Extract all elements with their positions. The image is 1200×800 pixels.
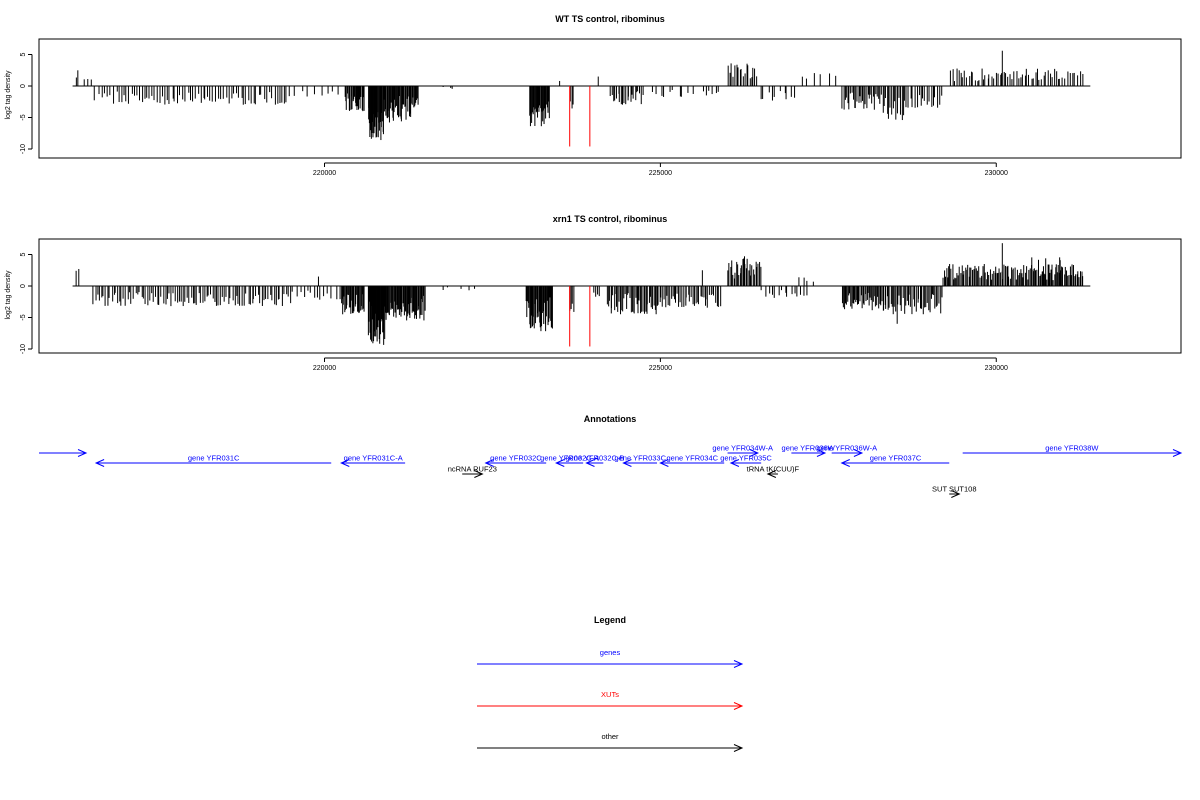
arrow-head xyxy=(816,449,827,457)
wt-panel-title: WT TS control, ribominus xyxy=(555,14,665,24)
arrow-head xyxy=(474,470,484,478)
wt-y-axis: -10 -5 0 5 xyxy=(20,52,33,154)
feature-label: gene YFR034C xyxy=(667,454,719,463)
y-tick-label: 5 xyxy=(20,252,27,256)
arrow-head xyxy=(733,660,744,668)
x-tick-label: 225000 xyxy=(649,365,672,372)
annotation-feature: gene YFR031C-A xyxy=(340,454,406,467)
annotation-feature: SUT SUT108 xyxy=(932,485,977,498)
annotation-feature: gene YFR032C-B xyxy=(565,454,624,467)
feature-label: gene YFR031C-A xyxy=(344,454,403,463)
y-tick-label: 0 xyxy=(20,284,27,288)
arrow-head xyxy=(733,702,744,710)
feature-label: gene YFR033C xyxy=(614,454,666,463)
y-tick-label: 5 xyxy=(20,52,27,56)
feature-label: gene YFR036W xyxy=(782,444,836,453)
y-tick-label: -5 xyxy=(20,114,27,120)
legend-entry: XUTs xyxy=(477,690,744,710)
legend-entries: genes XUTs other xyxy=(477,648,744,752)
xrn1-y-axis: -10 -5 0 5 xyxy=(20,252,33,354)
feature-label: gene YFR034W-A xyxy=(712,444,773,453)
feature-label: gene YFR032C-A xyxy=(540,454,599,463)
xrn1-signal-panel: xrn1 TS control, ribominus log2 tag dens… xyxy=(5,214,1182,372)
arrow-head xyxy=(951,490,961,498)
annotation-feature: gene YFR035C xyxy=(720,454,772,467)
arrow-head xyxy=(749,449,760,457)
legend-label: XUTs xyxy=(601,690,619,699)
annotation-feature: gene YFR036W-A xyxy=(817,444,878,457)
arrow-head xyxy=(484,459,494,467)
xrn1-panel-title: xrn1 TS control, ribominus xyxy=(553,214,668,224)
wt-signal-panel: WT TS control, ribominus log2 tag densit… xyxy=(5,14,1182,177)
feature-label: SUT SUT108 xyxy=(932,485,976,494)
x-tick-label: 225000 xyxy=(649,170,672,177)
x-tick-label: 230000 xyxy=(985,170,1008,177)
wt-y-axis-label: log2 tag density xyxy=(5,70,12,120)
annotations-title: Annotations xyxy=(584,414,637,424)
annotation-feature: gene YFR032C-A xyxy=(540,454,599,467)
annotation-feature: gene YFR037C xyxy=(840,454,950,467)
x-tick-label: 220000 xyxy=(313,170,336,177)
annotation-feature: tRNA tK(CUU)F xyxy=(747,465,800,478)
y-tick-label: -10 xyxy=(20,344,27,354)
arrow-head xyxy=(77,449,88,457)
feature-label: gene YFR031C xyxy=(188,454,240,463)
arrow-head xyxy=(585,459,595,467)
legend: Legend genes XUTs other xyxy=(477,615,744,752)
arrow-head xyxy=(729,459,740,467)
legend-entry: genes xyxy=(477,648,744,668)
arrow-head xyxy=(766,470,777,478)
arrow-head xyxy=(733,744,744,752)
arrow-head xyxy=(659,459,669,467)
feature-label: gene YFR032C-B xyxy=(565,454,624,463)
annotation-feature: gene YFR032C xyxy=(484,454,547,467)
xrn1-xut-markers xyxy=(569,286,591,347)
legend-label: other xyxy=(601,732,619,741)
feature-label: gene YFR032C xyxy=(490,454,542,463)
y-tick-label: -5 xyxy=(20,314,27,320)
feature-label: gene YFR038W xyxy=(1045,444,1099,453)
annotation-feature: gene YFR034W-A xyxy=(712,444,773,457)
arrow-head xyxy=(340,459,350,467)
y-tick-label: 0 xyxy=(20,84,27,88)
arrow-head xyxy=(622,459,632,467)
arrow-head xyxy=(1172,449,1183,457)
annotations-track: Annotations gene YFR031C gene YFR031C-A nc… xyxy=(39,414,1183,498)
annotation-feature: gene YFR036W xyxy=(782,444,836,457)
x-tick-label: 220000 xyxy=(313,365,336,372)
arrow-head xyxy=(94,459,105,467)
y-tick-label: -10 xyxy=(20,144,27,154)
arrow-head xyxy=(840,459,850,467)
annotation-feature: gene YFR033C xyxy=(614,454,667,467)
xrn1-signal-bars xyxy=(72,243,1091,345)
legend-entry: other xyxy=(477,732,744,752)
wt-plot-frame xyxy=(38,38,1182,159)
feature-label: gene YFR037C xyxy=(870,454,922,463)
x-tick-label: 230000 xyxy=(985,365,1008,372)
annotation-feature: gene YFR034C xyxy=(659,454,725,467)
legend-title: Legend xyxy=(594,615,626,625)
xrn1-y-axis-label: log2 tag density xyxy=(5,270,12,320)
feature-label: gene YFR036W-A xyxy=(817,444,878,453)
xrn1-x-axis: 220000 225000 230000 xyxy=(313,357,1008,372)
feature-label: gene YFR035C xyxy=(720,454,772,463)
annotation-features: gene YFR031C gene YFR031C-A ncRNA RUF23 gen… xyxy=(39,444,1183,498)
annotation-feature: gene YFR031C xyxy=(94,454,332,467)
feature-label: ncRNA RUF23 xyxy=(448,465,497,474)
annotation-feature: ncRNA RUF23 xyxy=(448,465,497,478)
xrn1-plot-frame xyxy=(38,238,1182,354)
feature-label: tRNA tK(CUU)F xyxy=(747,465,800,474)
annotation-feature: gene YFR038W xyxy=(962,444,1183,457)
wt-xut-markers xyxy=(569,86,591,147)
annotation-feature xyxy=(39,449,88,457)
wt-signal-bars xyxy=(72,50,1091,141)
arrow-head xyxy=(555,459,565,467)
arrow-head xyxy=(853,449,864,457)
wt-x-axis: 220000 225000 230000 xyxy=(313,162,1008,177)
legend-label: genes xyxy=(600,648,621,657)
